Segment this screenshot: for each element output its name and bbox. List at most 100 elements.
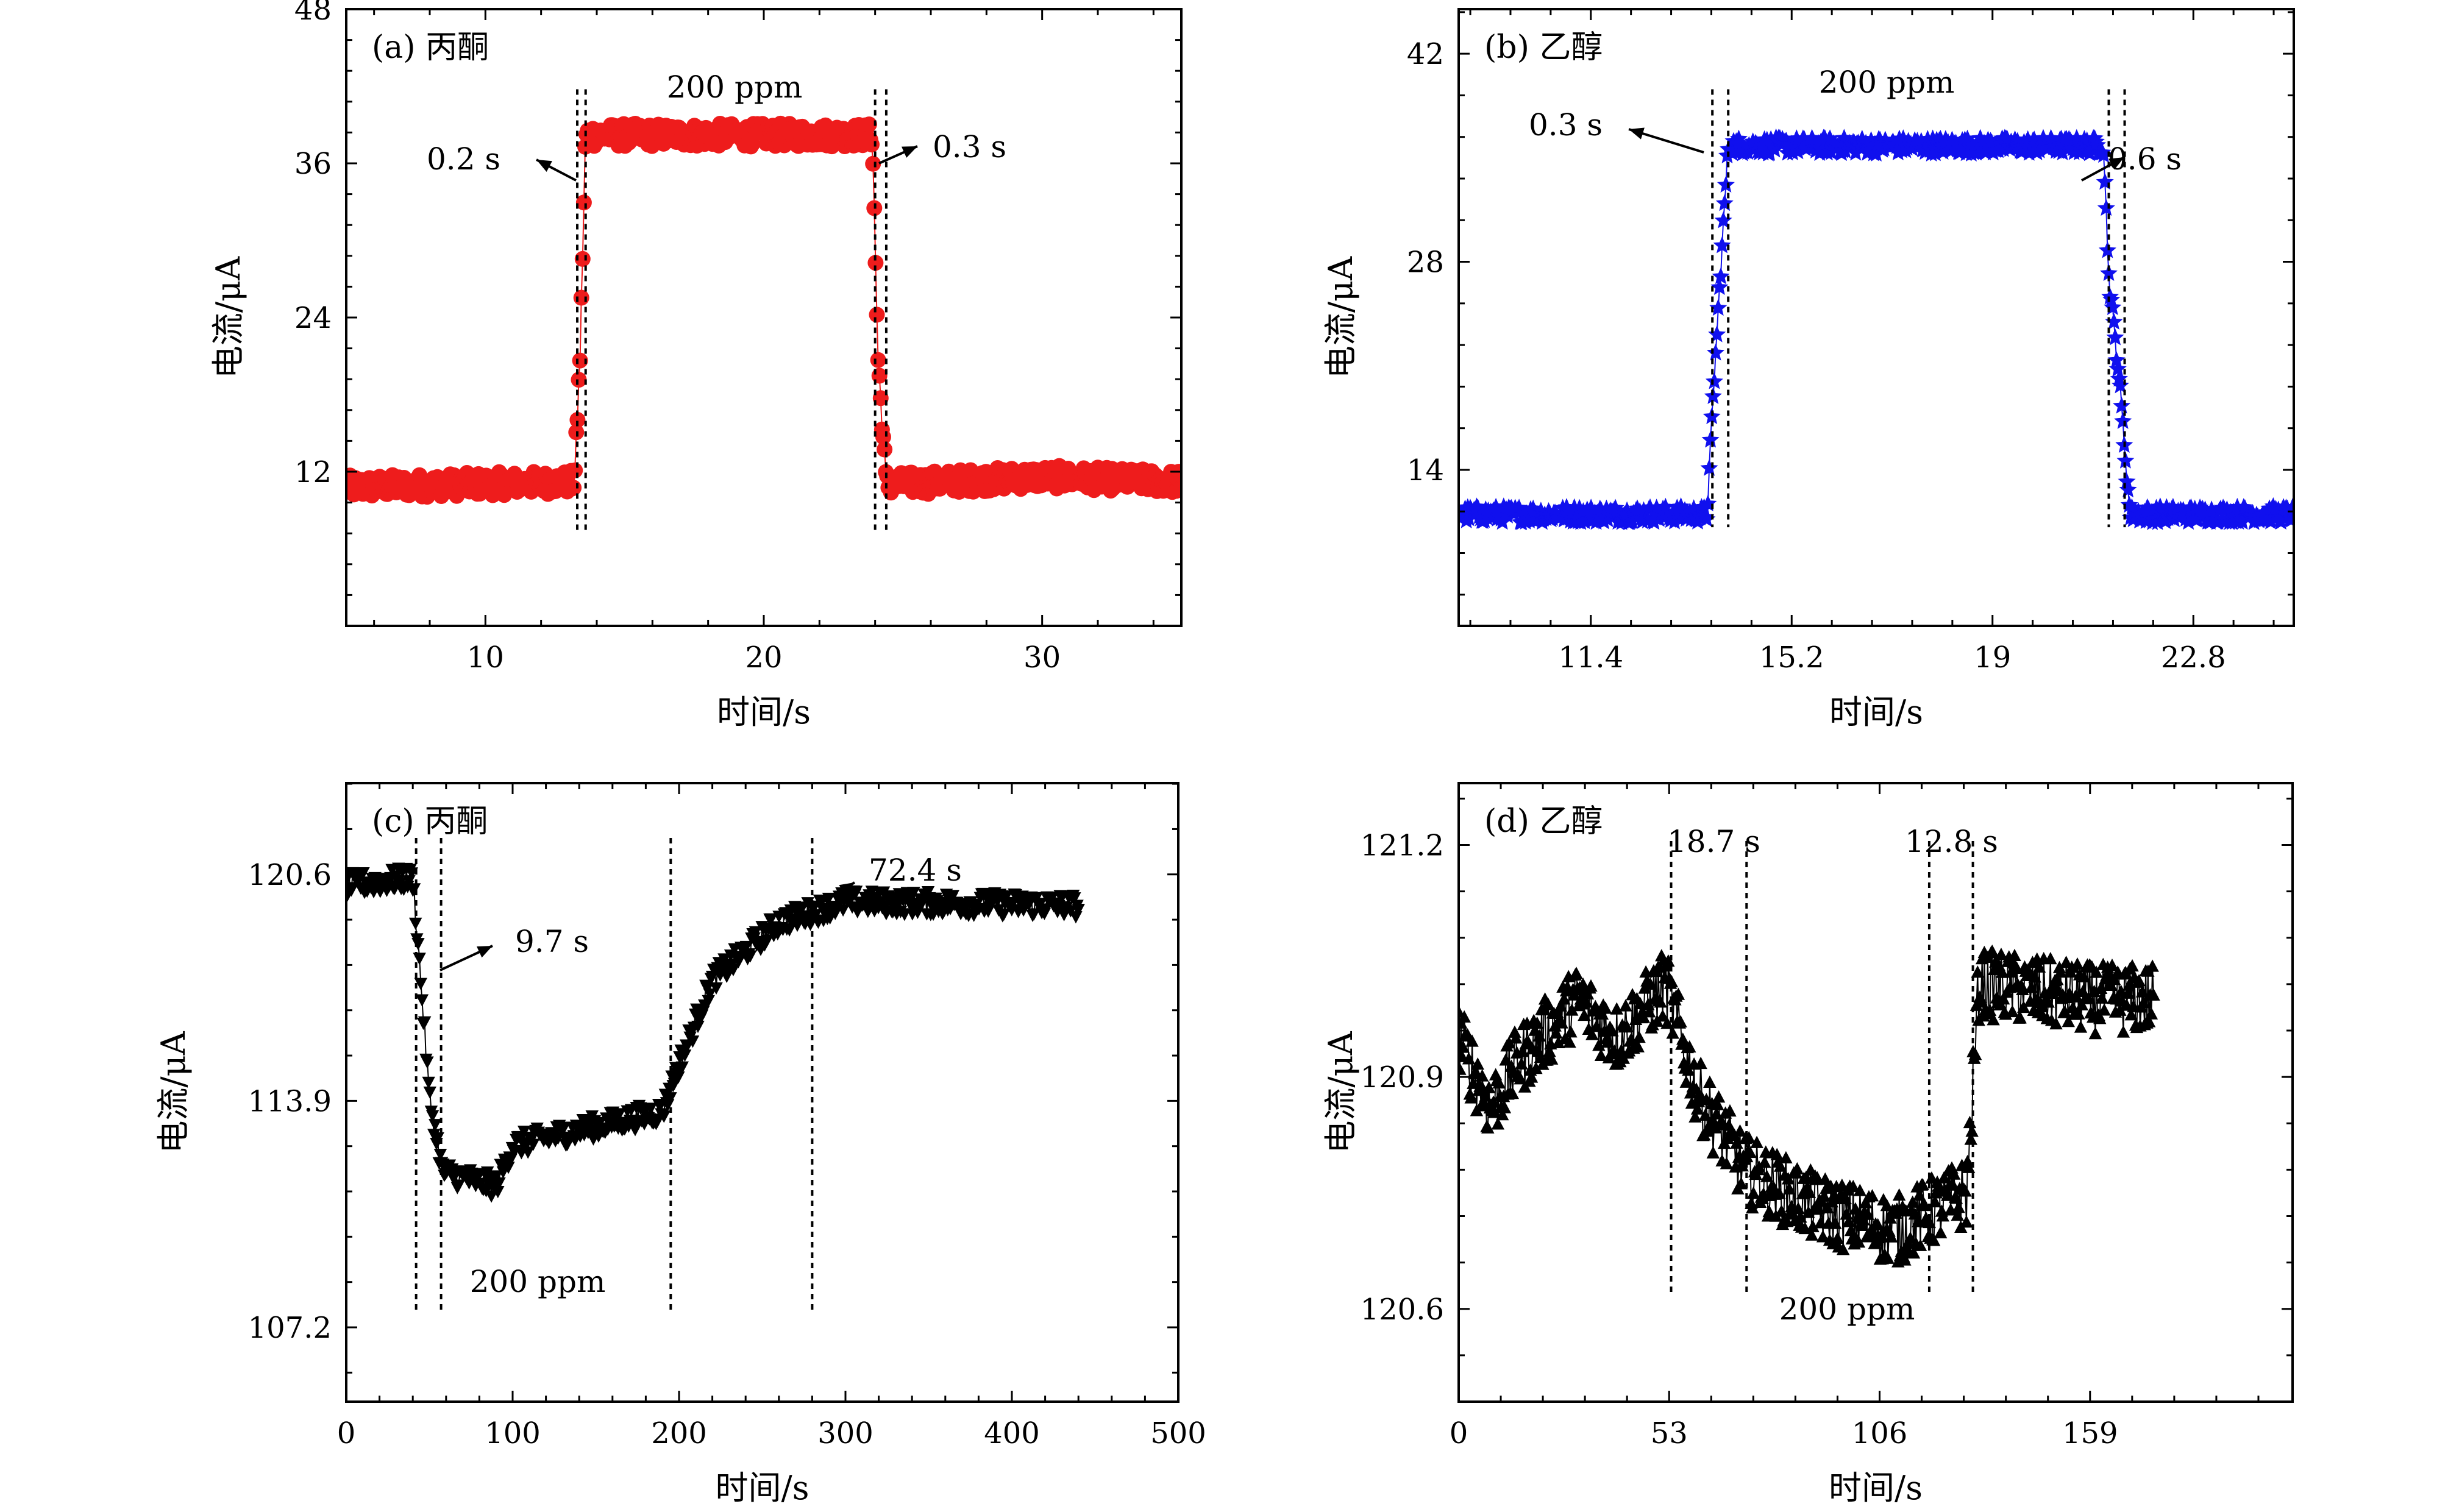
- data-point: [1564, 1025, 1578, 1038]
- x-tick-label: 106: [1852, 1416, 1908, 1450]
- concentration-label: 200 ppm: [470, 1264, 606, 1299]
- data-point: [1951, 1208, 1964, 1221]
- data-point: [1710, 278, 1729, 296]
- data-point: [1940, 1188, 1954, 1201]
- data-point: [1676, 1032, 1690, 1045]
- data-point: [1514, 1072, 1527, 1085]
- data-point: [2119, 480, 2137, 498]
- data-point: [2077, 970, 2091, 982]
- data-point: [1525, 1070, 1539, 1083]
- data-point: [493, 1177, 506, 1190]
- data-point: [1918, 1198, 1932, 1212]
- data-point: [1711, 1098, 1724, 1110]
- data-point: [1723, 1104, 1737, 1117]
- data-point: [1620, 1020, 1634, 1032]
- response-arrow-head: [536, 160, 552, 172]
- concentration-label: 200 ppm: [1819, 65, 1955, 100]
- data-point: [1733, 1124, 1747, 1137]
- data-point: [877, 441, 893, 458]
- data-point: [1698, 1108, 1712, 1121]
- data-point: [1946, 1178, 1960, 1191]
- data-point: [1842, 1215, 1856, 1227]
- data-point: [2113, 396, 2131, 414]
- data-point: [1730, 1136, 1743, 1149]
- data-point: [907, 887, 920, 900]
- data-point: [657, 1110, 671, 1123]
- data-point: [1805, 1228, 1818, 1241]
- x-tick-label: 20: [745, 641, 782, 675]
- panel-b: 11.4 15.2 19 22.8 14 28 42 时间/s 电流/μA (b) 乙醇 200 p…: [1322, 8, 2295, 731]
- data-point: [1662, 954, 1675, 967]
- data-point: [1838, 1191, 1852, 1205]
- data-point: [1871, 1218, 1885, 1230]
- data-point: [2106, 328, 2124, 346]
- data-point: [2062, 1015, 2075, 1028]
- data-point: [997, 908, 1011, 921]
- y-axis-label: 电流/μA: [1322, 1031, 1360, 1153]
- data-point: [1987, 1013, 2000, 1026]
- data-point: [1774, 1204, 1788, 1217]
- data-point: [489, 1170, 503, 1183]
- data-point: [2054, 965, 2068, 978]
- y-axis-label: 电流/μA: [209, 256, 247, 378]
- data-point: [1499, 1053, 1512, 1066]
- data-point: [1468, 1065, 1482, 1077]
- data-point: [2111, 376, 2130, 394]
- data-point: [452, 1179, 466, 1192]
- y-tick-label: 42: [1407, 37, 1444, 71]
- data-point: [2008, 948, 2021, 962]
- data-point: [1912, 1188, 1926, 1201]
- data-point: [946, 890, 960, 903]
- data-point: [2049, 1017, 2063, 1030]
- data-point: [2028, 970, 2041, 983]
- data-point: [1491, 1117, 1505, 1130]
- data-point: [2093, 1012, 2107, 1024]
- data-point: [1936, 1209, 1950, 1222]
- data-point: [1168, 483, 1181, 499]
- data-point: [1479, 1089, 1492, 1102]
- data-point: [870, 352, 886, 368]
- data-point: [1773, 1159, 1787, 1172]
- data-point: [1817, 1189, 1831, 1202]
- data-point: [2032, 960, 2046, 973]
- data-point: [429, 1119, 442, 1132]
- data-point: [2090, 965, 2103, 978]
- data-point: [1495, 1107, 1509, 1121]
- data-point: [2147, 988, 2160, 1001]
- data-point: [1865, 1189, 1879, 1202]
- x-tick-label: 30: [1023, 641, 1061, 675]
- data-point: [1464, 1091, 1478, 1104]
- data-point: [567, 462, 583, 478]
- x-tick-label: 300: [817, 1416, 874, 1450]
- data-point: [872, 390, 889, 406]
- data-point: [1601, 1035, 1615, 1048]
- data-point: [1509, 1031, 1523, 1044]
- data-point: [1758, 1155, 1771, 1168]
- x-axis-label: 时间/s: [1829, 1469, 1923, 1507]
- data-point: [405, 867, 418, 880]
- data-point: [1069, 911, 1083, 924]
- data-point: [1554, 999, 1568, 1012]
- data-point: [575, 194, 592, 211]
- data-point: [1482, 1081, 1496, 1093]
- recovery-time-label: 72.4 s: [869, 853, 962, 888]
- data-point: [1563, 1035, 1576, 1048]
- y-tick-label: 120.9: [1361, 1060, 1444, 1095]
- data-point: [1516, 1045, 1529, 1057]
- data-point: [1812, 1202, 1825, 1215]
- y-tick-label: 28: [1407, 246, 1444, 280]
- y-axis-label: 电流/μA: [154, 1031, 193, 1153]
- data-point: [425, 1110, 439, 1123]
- data-point: [2105, 958, 2119, 971]
- y-tick-label: 120.6: [248, 858, 332, 892]
- y-tick-label: 121.2: [1361, 829, 1444, 863]
- response-arrow-head: [477, 946, 493, 958]
- data-point: [613, 1108, 627, 1121]
- data-point: [1542, 998, 1555, 1010]
- data-point: [1465, 1034, 1479, 1047]
- data-point: [2071, 957, 2084, 970]
- data-point: [346, 884, 358, 897]
- data-point: [867, 255, 884, 271]
- recovery-arrow-head: [839, 882, 855, 896]
